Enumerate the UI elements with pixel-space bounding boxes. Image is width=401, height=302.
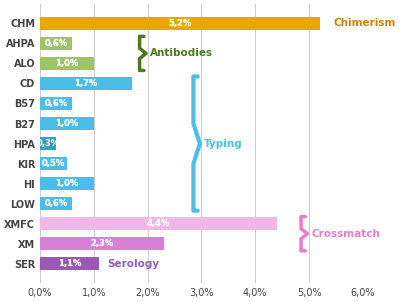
Text: Chimerism: Chimerism: [333, 18, 396, 28]
Bar: [40, 157, 67, 170]
Text: 1,7%: 1,7%: [74, 79, 97, 88]
Text: 0,6%: 0,6%: [45, 199, 68, 208]
Text: 2,3%: 2,3%: [90, 239, 113, 248]
Text: 4,4%: 4,4%: [147, 219, 170, 228]
Text: 1,7%: 1,7%: [74, 79, 97, 88]
Bar: [40, 197, 72, 210]
Text: 0,5%: 0,5%: [42, 159, 65, 168]
Text: 0,3%: 0,3%: [36, 139, 60, 148]
Text: 1,0%: 1,0%: [55, 179, 79, 188]
Bar: [40, 137, 56, 150]
Text: 5,2%: 5,2%: [168, 19, 192, 28]
Text: 0,6%: 0,6%: [45, 99, 68, 108]
Text: 4,4%: 4,4%: [147, 219, 170, 228]
Text: Typing: Typing: [204, 139, 243, 149]
Text: 1,0%: 1,0%: [55, 59, 79, 68]
Text: 1,1%: 1,1%: [58, 259, 81, 268]
Bar: [40, 177, 94, 190]
Bar: [40, 117, 94, 130]
Bar: [40, 57, 94, 70]
Text: Antibodies: Antibodies: [150, 48, 213, 58]
Bar: [40, 37, 72, 50]
Text: 2,3%: 2,3%: [90, 239, 113, 248]
Text: 1,1%: 1,1%: [58, 259, 81, 268]
Text: 0,6%: 0,6%: [45, 39, 68, 48]
Text: 0,5%: 0,5%: [42, 159, 65, 168]
Bar: [40, 217, 277, 230]
Bar: [40, 257, 99, 270]
Text: Serology: Serology: [107, 259, 160, 269]
Bar: [40, 77, 132, 90]
Text: 1,0%: 1,0%: [55, 119, 79, 128]
Text: 1,0%: 1,0%: [55, 119, 79, 128]
Text: 1,0%: 1,0%: [55, 59, 79, 68]
Text: 0,6%: 0,6%: [45, 39, 68, 48]
Bar: [40, 237, 164, 250]
Text: 0,6%: 0,6%: [45, 199, 68, 208]
Text: 5,2%: 5,2%: [168, 19, 192, 28]
Text: 0,6%: 0,6%: [45, 99, 68, 108]
Bar: [40, 17, 320, 30]
Bar: [40, 97, 72, 110]
Text: 0,3%: 0,3%: [59, 139, 82, 148]
Text: Crossmatch: Crossmatch: [312, 229, 381, 239]
Text: 1,0%: 1,0%: [55, 179, 79, 188]
